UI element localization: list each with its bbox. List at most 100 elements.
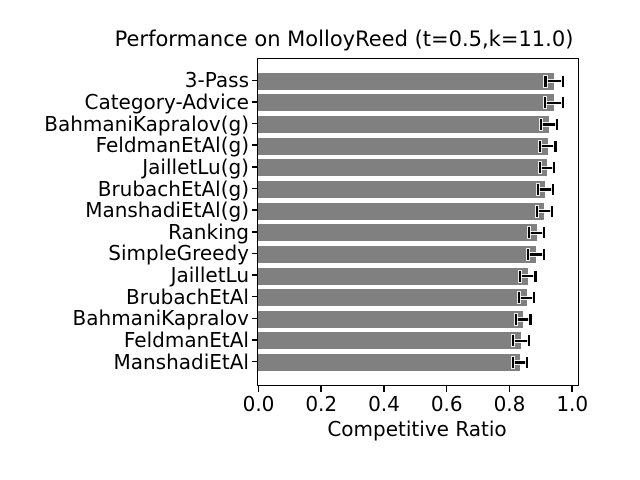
y-tick-mark: [252, 101, 257, 103]
y-tick-label: Category-Advice: [84, 89, 249, 114]
y-tick-label: BrubachEtAl(g): [97, 176, 249, 201]
y-tick-mark: [252, 166, 257, 168]
y-tick-mark: [252, 144, 257, 146]
error-bar-cap: [538, 140, 541, 152]
error-bar-cap: [539, 119, 543, 131]
x-tick-label: 0.4: [368, 392, 400, 416]
bar: [258, 181, 546, 198]
y-tick-label: JailletLu(g): [142, 154, 249, 179]
error-bar-cap: [514, 313, 518, 325]
error-bar: [536, 209, 552, 213]
x-tick-mark: [320, 385, 322, 392]
y-tick-mark: [252, 339, 257, 341]
y-tick-mark: [252, 274, 257, 276]
error-bar: [540, 123, 558, 126]
y-tick-mark: [252, 317, 257, 320]
error-bar-cap: [526, 248, 529, 260]
bar: [258, 289, 527, 307]
error-bar-cap: [556, 119, 559, 131]
x-tick-mark: [445, 385, 448, 392]
error-bar-cap: [543, 97, 546, 109]
x-tick-label: 0.0: [242, 392, 275, 416]
error-bar-cap: [542, 227, 546, 239]
bar: [258, 267, 528, 285]
x-axis-label: Competitive Ratio: [327, 417, 507, 441]
error-bar-cap: [544, 75, 547, 87]
bar: [258, 137, 548, 155]
bar: [258, 159, 547, 177]
x-tick-mark: [571, 385, 573, 392]
bar: [258, 332, 521, 350]
y-tick-mark: [252, 122, 257, 125]
error-bar: [520, 274, 536, 278]
error-bar-cap: [519, 270, 522, 282]
error-bar-cap: [550, 205, 554, 217]
y-tick-label: 3-Pass: [184, 68, 249, 93]
error-bar-cap: [538, 162, 542, 174]
error-bar-cap: [527, 335, 530, 347]
error-bar: [516, 318, 531, 321]
error-bar-cap: [554, 140, 557, 152]
error-bar-cap: [529, 313, 532, 325]
x-tick-mark: [257, 385, 260, 392]
error-bar: [544, 101, 563, 105]
x-tick-mark: [508, 385, 511, 392]
bar: [258, 116, 550, 134]
y-tick-mark: [252, 79, 257, 82]
y-tick-mark: [252, 252, 257, 255]
error-bar-cap: [517, 292, 521, 304]
y-tick-label: JailletLu: [170, 263, 249, 288]
y-tick-label: FeldmanEtAl(g): [95, 133, 249, 158]
bar: [258, 245, 536, 263]
error-bar: [513, 361, 527, 364]
error-bar-cap: [511, 335, 515, 347]
error-bar: [527, 253, 545, 256]
y-tick-label: ManshadiEtAl: [113, 349, 249, 374]
error-bar-cap: [534, 270, 537, 282]
plot-area: [257, 58, 579, 386]
y-tick-mark: [252, 187, 257, 190]
x-tick-label: 0.6: [430, 392, 463, 416]
y-tick-mark: [252, 295, 257, 298]
error-bar: [529, 231, 545, 234]
bar: [258, 202, 545, 220]
bar: [258, 94, 554, 112]
error-bar-cap: [532, 292, 536, 304]
error-bar-cap: [511, 357, 515, 369]
y-tick-mark: [252, 209, 257, 211]
bar: [258, 310, 524, 328]
bar: [258, 224, 537, 242]
error-bar: [513, 339, 529, 343]
y-tick-mark: [252, 231, 257, 233]
error-bar-cap: [535, 205, 539, 217]
error-bar: [519, 296, 535, 299]
y-tick-label: BrubachEtAl: [126, 284, 249, 309]
x-tick-label: 0.8: [493, 392, 526, 416]
x-tick-label: 1.0: [556, 392, 589, 416]
chart-title: Performance on MolloyReed (t=0.5,k=11.0): [114, 27, 574, 51]
x-tick-label: 0.2: [305, 392, 338, 416]
error-bar-cap: [525, 357, 529, 369]
y-tick-label: FeldmanEtAl: [123, 327, 249, 352]
bar: [258, 72, 555, 90]
error-bar-cap: [536, 184, 540, 195]
error-bar: [539, 145, 556, 148]
y-tick-label: ManshadiEtAl(g): [85, 198, 249, 223]
error-bar-cap: [552, 162, 556, 174]
error-bar-cap: [561, 75, 565, 87]
y-tick-label: SimpleGreedy: [108, 241, 249, 266]
error-bar-cap: [542, 248, 546, 260]
error-bar: [537, 188, 553, 191]
error-bar-cap: [561, 97, 565, 109]
y-tick-label: Ranking: [168, 219, 249, 244]
error-bar: [540, 166, 554, 170]
error-bar: [545, 80, 563, 83]
x-tick-mark: [383, 385, 385, 392]
bar: [258, 354, 520, 372]
error-bar-cap: [551, 184, 555, 195]
y-tick-label: BahmaniKapralov(g): [44, 111, 249, 136]
error-bar-cap: [527, 227, 531, 239]
y-tick-label: BahmaniKapralov: [72, 306, 249, 331]
y-tick-mark: [252, 360, 257, 363]
